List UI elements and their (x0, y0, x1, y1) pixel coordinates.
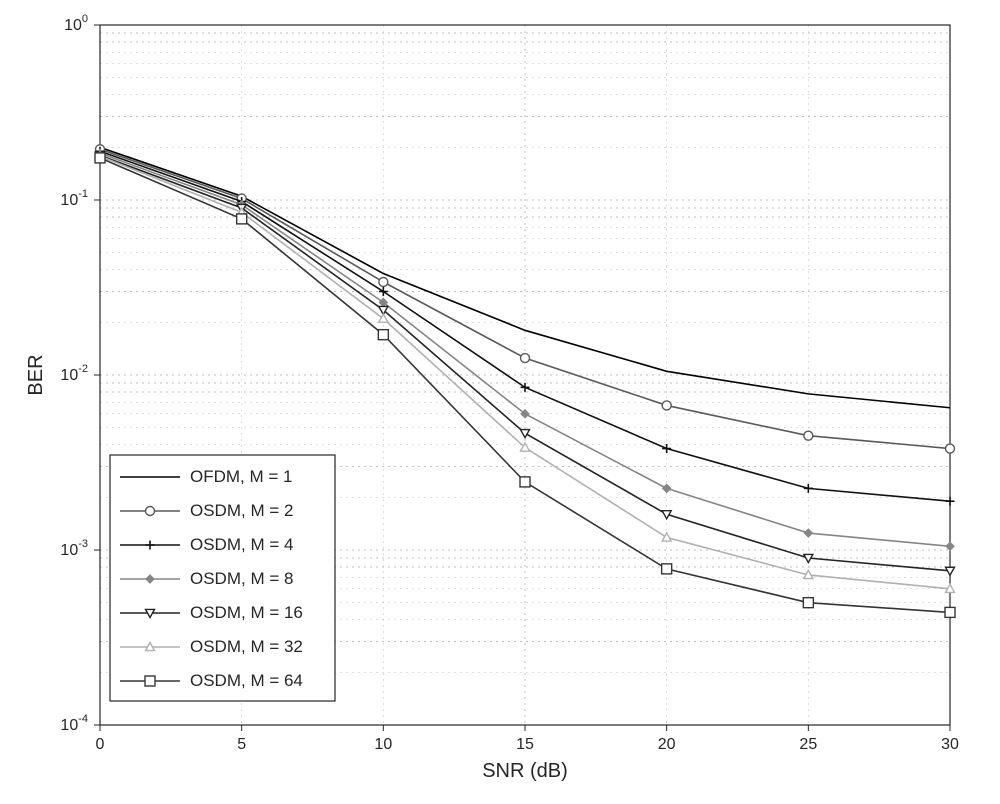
legend-label: OSDM, M = 32 (190, 637, 303, 656)
marker-square (378, 330, 388, 340)
marker-circle (662, 401, 671, 410)
x-axis-label-text: SNR (dB) (482, 760, 568, 782)
x-tick-label: 20 (658, 736, 676, 753)
marker-square (95, 153, 105, 163)
legend-label: OSDM, M = 4 (190, 535, 293, 554)
chart-svg: 05101520253010-410-310-210-1100SNR (dB)B… (0, 0, 1000, 804)
x-tick-label: 10 (374, 736, 392, 753)
x-tick-label: 30 (941, 736, 959, 753)
marker-circle (946, 444, 955, 453)
marker-circle (521, 354, 530, 363)
legend-label: OFDM, M = 1 (190, 467, 292, 486)
marker-square (237, 214, 247, 224)
legend-label: OSDM, M = 64 (190, 671, 303, 690)
marker-circle (379, 277, 388, 286)
legend-label: OSDM, M = 16 (190, 603, 303, 622)
x-tick-label: 0 (96, 736, 105, 753)
legend-label: OSDM, M = 2 (190, 501, 293, 520)
legend: OFDM, M = 1 OSDM, M = 2 OSDM, M = 4 OSDM, M… (110, 455, 335, 701)
ber-vs-snr-chart: 05101520253010-410-310-210-1100SNR (dB)B… (0, 0, 1000, 804)
marker-circle (804, 431, 813, 440)
x-tick-label: 5 (237, 736, 246, 753)
x-tick-label: 25 (799, 736, 817, 753)
marker-circle (146, 507, 155, 516)
legend-label: OSDM, M = 8 (190, 569, 293, 588)
y-axis-label-text: BER (25, 354, 47, 395)
marker-square (662, 564, 672, 574)
marker-square (945, 607, 955, 617)
marker-square (145, 676, 155, 686)
marker-square (520, 477, 530, 487)
marker-square (803, 598, 813, 608)
x-tick-label: 15 (516, 736, 534, 753)
